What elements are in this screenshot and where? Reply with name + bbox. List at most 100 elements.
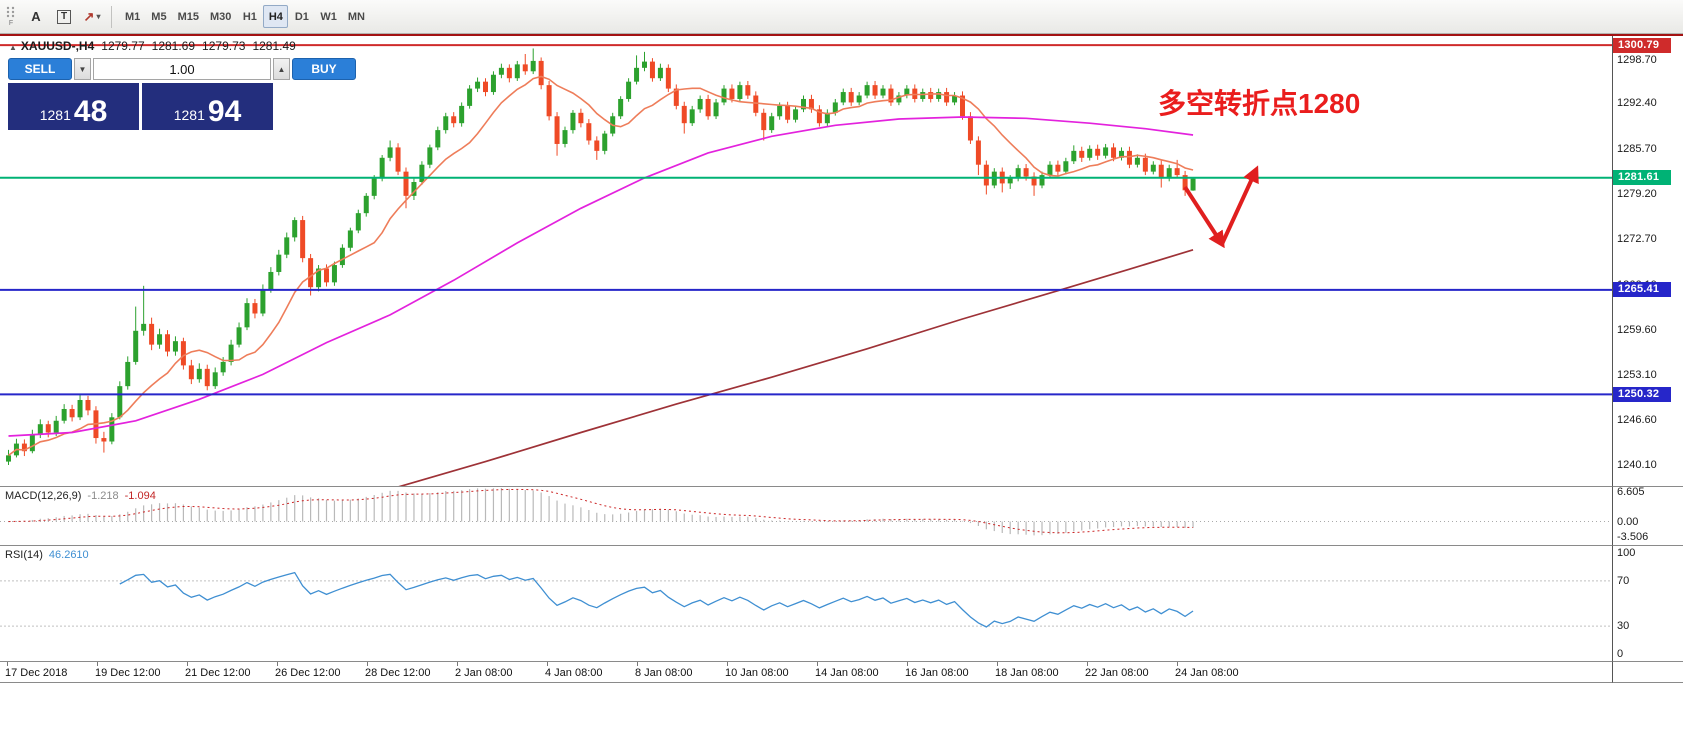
- rsi-panel[interactable]: RSI(14) 46.2610: [0, 546, 1612, 662]
- timeframe-button-mn[interactable]: MN: [343, 5, 370, 28]
- candlesticks: [6, 48, 1196, 466]
- time-label: 16 Jan 08:00: [905, 667, 969, 679]
- ma-mid-line: [8, 116, 1194, 437]
- rsi-tick-label: 30: [1617, 620, 1630, 633]
- timeframe-buttons: M1 M5 M15 M30 H1 H4 D1 W1 MN: [120, 5, 370, 28]
- grip-dots-icon: [6, 6, 15, 18]
- time-axis-corner: [1612, 662, 1683, 683]
- time-label: 10 Jan 08:00: [725, 667, 789, 679]
- time-tick: [727, 662, 728, 666]
- toolbar: F A T ↗ ▾ M1 M5 M15 M30 H1 H4 D1 W1 MN: [0, 0, 1683, 34]
- toolbar-drag-handle[interactable]: F: [3, 6, 19, 27]
- text-tool-button[interactable]: A: [23, 4, 49, 29]
- volume-decrease-button[interactable]: ▼: [74, 58, 91, 80]
- macd-signal-value: -1.094: [124, 490, 156, 502]
- time-label: 17 Dec 2018: [5, 667, 68, 679]
- forecast-arrow-up: [1220, 165, 1259, 245]
- timeframe-button-h4[interactable]: H4: [263, 5, 289, 28]
- time-label: 14 Jan 08:00: [815, 667, 879, 679]
- macd-tick-label: 6.605: [1617, 487, 1645, 498]
- timeframe-button-m15[interactable]: M15: [173, 5, 204, 28]
- macd-signal-line: [8, 488, 1194, 534]
- price-tag-1300.79: 1300.79: [1613, 37, 1671, 53]
- price-tick-label: 1272.70: [1617, 233, 1657, 246]
- timeframe-button-m1[interactable]: M1: [120, 5, 145, 28]
- window-bottom-filler: [0, 683, 1683, 732]
- time-label: 19 Dec 12:00: [95, 667, 161, 679]
- arrows-tool-button[interactable]: ↗ ▾: [79, 4, 105, 29]
- time-tick: [1087, 662, 1088, 666]
- forecast-arrow-down: [1183, 185, 1225, 249]
- time-tick: [817, 662, 818, 666]
- volume-input[interactable]: [93, 58, 271, 80]
- time-label: 4 Jan 08:00: [545, 667, 603, 679]
- time-label: 21 Dec 12:00: [185, 667, 251, 679]
- time-tick: [367, 662, 368, 666]
- ohlc-open: 1279.77: [101, 39, 145, 53]
- rsi-tick-label: 70: [1617, 574, 1630, 587]
- price-tick-label: 1292.40: [1617, 97, 1657, 110]
- one-click-trading-panel: SELL ▼ ▲ BUY 1281 48 1281 94: [8, 58, 356, 130]
- sell-button[interactable]: SELL: [8, 58, 72, 80]
- time-label: 2 Jan 08:00: [455, 667, 513, 679]
- main-chart-canvas[interactable]: [0, 36, 1612, 486]
- rsi-canvas[interactable]: [0, 546, 1612, 661]
- price-tick-label: 1246.60: [1617, 414, 1657, 427]
- timeframe-button-d1[interactable]: D1: [289, 5, 314, 28]
- price-tick-label: 1253.10: [1617, 369, 1657, 382]
- timeframe-button-m5[interactable]: M5: [146, 5, 171, 28]
- time-tick: [277, 662, 278, 666]
- text-label-tool-button[interactable]: T: [51, 4, 77, 29]
- ma-fast-line: [8, 75, 1194, 457]
- buy-price-pips: 94: [207, 95, 242, 128]
- symbol-ohlc-header: ▲ XAUUSD-,H4 1279.77 1281.69 1279.73 1281.49: [9, 39, 296, 53]
- price-tick-label: 1279.20: [1617, 188, 1657, 201]
- macd-label: MACD(12,26,9) -1.218 -1.094: [5, 490, 156, 502]
- price-tag-1281.61: 1281.61: [1613, 170, 1671, 186]
- symbol-marker-icon: ▲: [9, 43, 17, 52]
- timeframe-button-w1[interactable]: W1: [315, 5, 342, 28]
- macd-main-value: -1.218: [87, 490, 119, 502]
- rsi-label: RSI(14) 46.2610: [5, 549, 89, 561]
- sell-price-box[interactable]: 1281 48: [8, 83, 139, 130]
- macd-tick-label: -3.506: [1617, 531, 1649, 544]
- rsi-axis[interactable]: 100 70 30 0: [1612, 546, 1683, 662]
- macd-panel[interactable]: MACD(12,26,9) -1.218 -1.094: [0, 487, 1612, 546]
- time-tick: [907, 662, 908, 666]
- toolbar-f-label: F: [8, 20, 14, 27]
- sell-price-pips: 48: [73, 95, 108, 128]
- time-tick: [457, 662, 458, 666]
- timeframe-button-m30[interactable]: M30: [205, 5, 236, 28]
- chart-annotation-text: 多空转折点1280: [1158, 88, 1361, 119]
- price-tag-1250.32: 1250.32: [1613, 386, 1671, 402]
- buy-button[interactable]: BUY: [292, 58, 356, 80]
- arrow-tool-icon: ↗: [83, 8, 95, 24]
- time-axis[interactable]: 17 Dec 2018 19 Dec 12:00 21 Dec 12:00 26 De…: [0, 662, 1612, 683]
- timeframe-button-h1[interactable]: H1: [237, 5, 262, 28]
- ma-slow-line: [398, 248, 1194, 486]
- buy-price-main: 1281: [173, 107, 205, 123]
- volume-increase-button[interactable]: ▲: [273, 58, 290, 80]
- ohlc-low: 1279.73: [202, 39, 246, 53]
- time-label: 8 Jan 08:00: [635, 667, 693, 679]
- time-label: 18 Jan 08:00: [995, 667, 1059, 679]
- price-tick-label: 1259.60: [1617, 324, 1657, 337]
- time-label: 28 Dec 12:00: [365, 667, 431, 679]
- main-chart-panel[interactable]: ▲ XAUUSD-,H4 1279.77 1281.69 1279.73 1281.49 …: [0, 36, 1612, 487]
- time-label: 22 Jan 08:00: [1085, 667, 1149, 679]
- macd-axis[interactable]: 6.605 0.00 -3.506: [1612, 487, 1683, 546]
- rsi-tick-label: 0: [1617, 648, 1624, 660]
- time-tick: [187, 662, 188, 666]
- ohlc-close: 1281.49: [252, 39, 296, 53]
- buy-price-box[interactable]: 1281 94: [142, 83, 273, 130]
- macd-canvas[interactable]: [0, 487, 1612, 545]
- rsi-value: 46.2610: [48, 549, 89, 561]
- price-tick-label: 1285.70: [1617, 143, 1657, 156]
- chart-window: ▲ XAUUSD-,H4 1279.77 1281.69 1279.73 1281.49 …: [0, 34, 1683, 732]
- macd-tick-label: 0.00: [1617, 515, 1639, 528]
- time-tick: [637, 662, 638, 666]
- price-axis[interactable]: 1298.701292.401285.701279.201272.701266.…: [1612, 36, 1683, 487]
- price-tick-label: 1298.70: [1617, 53, 1657, 66]
- chevron-down-icon: ▾: [96, 12, 101, 21]
- rsi-tick-label: 100: [1617, 547, 1636, 559]
